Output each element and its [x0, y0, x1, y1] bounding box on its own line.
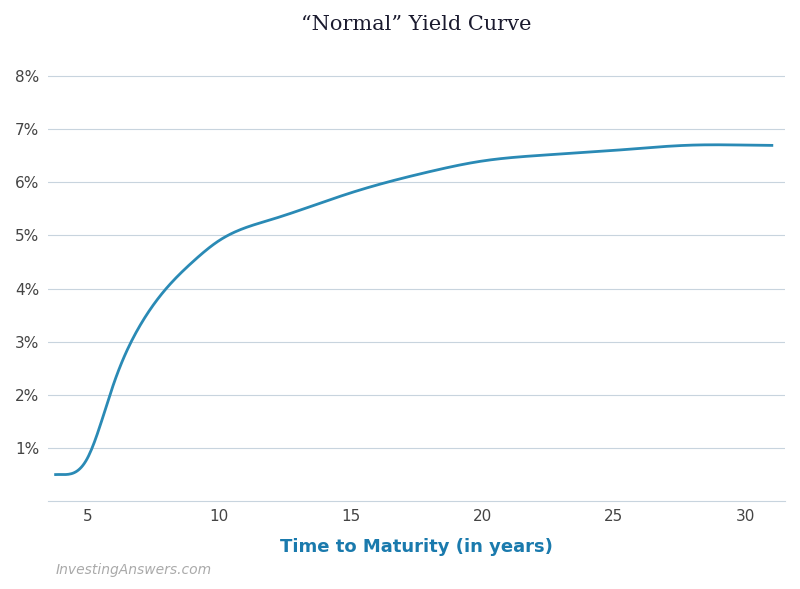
Text: InvestingAnswers.com: InvestingAnswers.com — [56, 563, 212, 577]
Title: “Normal” Yield Curve: “Normal” Yield Curve — [301, 15, 532, 34]
X-axis label: Time to Maturity (in years): Time to Maturity (in years) — [280, 538, 553, 557]
